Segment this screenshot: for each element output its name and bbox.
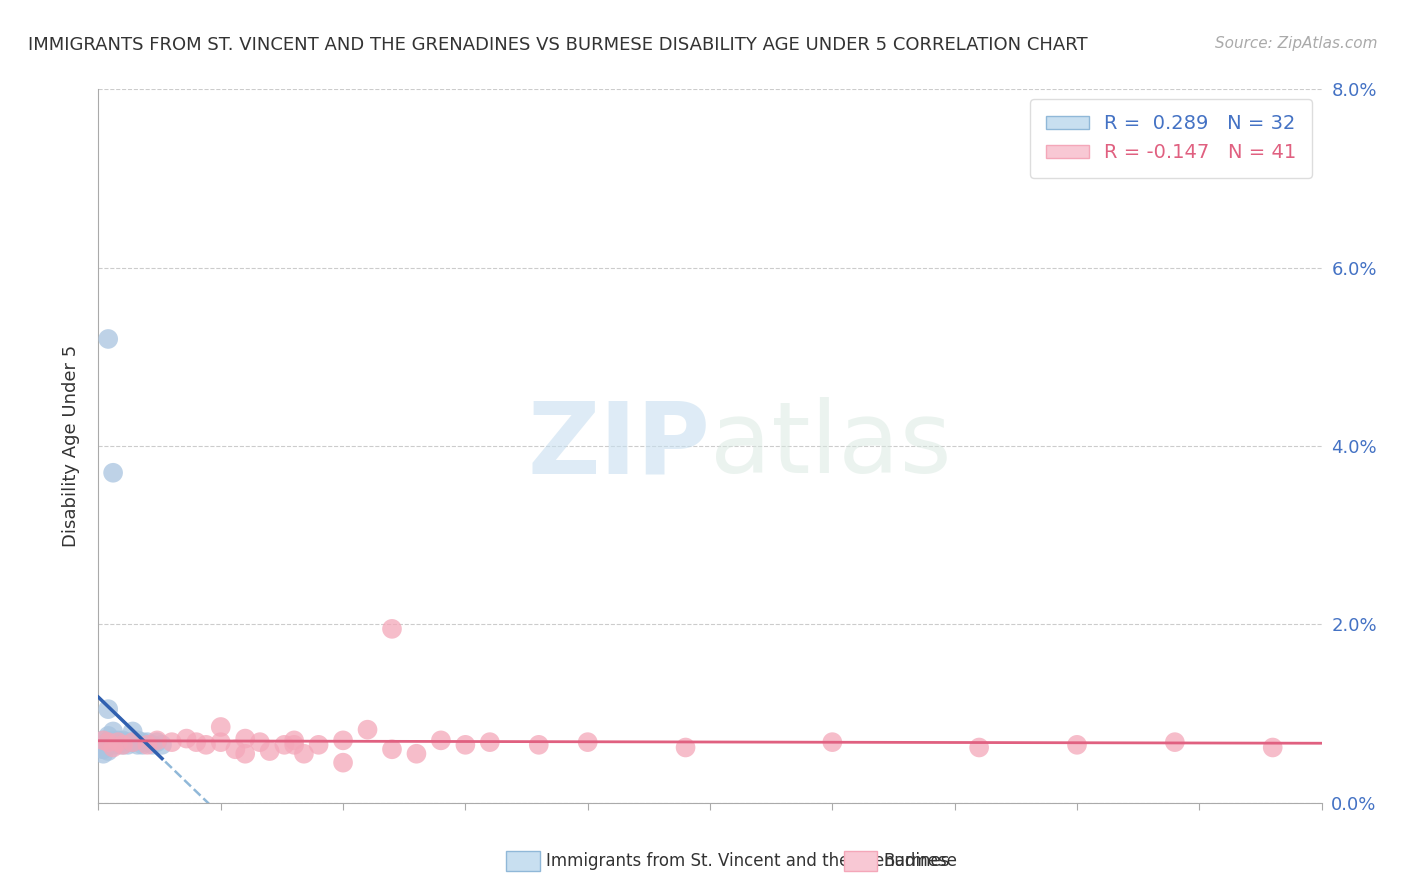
Point bbox=[97, 729, 120, 743]
Point bbox=[233, 731, 256, 746]
Point bbox=[117, 738, 139, 752]
Point bbox=[111, 738, 134, 752]
Point bbox=[141, 738, 163, 752]
Point bbox=[91, 738, 114, 752]
Point bbox=[91, 733, 114, 747]
Point bbox=[283, 733, 305, 747]
Point bbox=[233, 747, 256, 761]
Point bbox=[101, 738, 124, 752]
Point bbox=[308, 738, 330, 752]
Point bbox=[209, 720, 232, 734]
Point bbox=[1261, 740, 1284, 755]
Text: ZIP: ZIP bbox=[527, 398, 710, 494]
Point bbox=[259, 744, 281, 758]
Point bbox=[160, 735, 183, 749]
Point bbox=[273, 738, 295, 752]
Point bbox=[91, 742, 114, 756]
Point bbox=[121, 735, 143, 749]
Legend: R =  0.289   N = 32, R = -0.147   N = 41: R = 0.289 N = 32, R = -0.147 N = 41 bbox=[1031, 99, 1312, 178]
Text: Burmese: Burmese bbox=[883, 852, 957, 870]
Point bbox=[821, 735, 844, 749]
Point bbox=[107, 733, 129, 747]
Point bbox=[97, 702, 120, 716]
Point bbox=[186, 735, 208, 749]
Y-axis label: Disability Age Under 5: Disability Age Under 5 bbox=[62, 345, 80, 547]
Point bbox=[292, 747, 315, 761]
Point bbox=[454, 738, 477, 752]
Point bbox=[111, 733, 134, 747]
Point bbox=[131, 738, 153, 752]
Point bbox=[1164, 735, 1187, 749]
Point bbox=[117, 735, 139, 749]
Point bbox=[107, 735, 129, 749]
Point bbox=[146, 735, 169, 749]
Point bbox=[381, 622, 404, 636]
Point bbox=[176, 731, 198, 746]
Text: atlas: atlas bbox=[710, 398, 952, 494]
Point bbox=[127, 733, 149, 747]
Point bbox=[136, 735, 159, 749]
Point bbox=[101, 466, 124, 480]
Point bbox=[97, 332, 120, 346]
Point bbox=[91, 747, 114, 761]
Point bbox=[101, 733, 124, 747]
Point bbox=[478, 735, 501, 749]
Point bbox=[283, 738, 305, 752]
Point bbox=[332, 733, 354, 747]
Point bbox=[127, 738, 149, 752]
Point bbox=[332, 756, 354, 770]
Point bbox=[527, 738, 550, 752]
Text: Source: ZipAtlas.com: Source: ZipAtlas.com bbox=[1215, 36, 1378, 51]
Point bbox=[576, 735, 599, 749]
Point bbox=[224, 742, 246, 756]
Point bbox=[675, 740, 697, 755]
Point bbox=[101, 724, 124, 739]
Point bbox=[356, 723, 378, 737]
Point bbox=[209, 735, 232, 749]
Point bbox=[131, 735, 153, 749]
Point bbox=[97, 735, 120, 749]
Point bbox=[91, 742, 114, 756]
Point bbox=[430, 733, 453, 747]
Point bbox=[1066, 738, 1088, 752]
Point bbox=[249, 735, 271, 749]
Point bbox=[91, 733, 114, 747]
Point bbox=[121, 724, 143, 739]
Point bbox=[136, 738, 159, 752]
Text: Immigrants from St. Vincent and the Grenadines: Immigrants from St. Vincent and the Gren… bbox=[546, 852, 949, 870]
Point bbox=[195, 738, 218, 752]
Point bbox=[146, 733, 169, 747]
Point bbox=[97, 744, 120, 758]
Point bbox=[107, 735, 129, 749]
Point bbox=[111, 735, 134, 749]
Point bbox=[111, 738, 134, 752]
Point bbox=[97, 735, 120, 749]
Point bbox=[405, 747, 427, 761]
Point bbox=[121, 735, 143, 749]
Point bbox=[150, 738, 173, 752]
Point bbox=[967, 740, 990, 755]
Point bbox=[381, 742, 404, 756]
Point bbox=[101, 740, 124, 755]
Point bbox=[107, 738, 129, 752]
Text: IMMIGRANTS FROM ST. VINCENT AND THE GRENADINES VS BURMESE DISABILITY AGE UNDER 5: IMMIGRANTS FROM ST. VINCENT AND THE GREN… bbox=[28, 36, 1088, 54]
